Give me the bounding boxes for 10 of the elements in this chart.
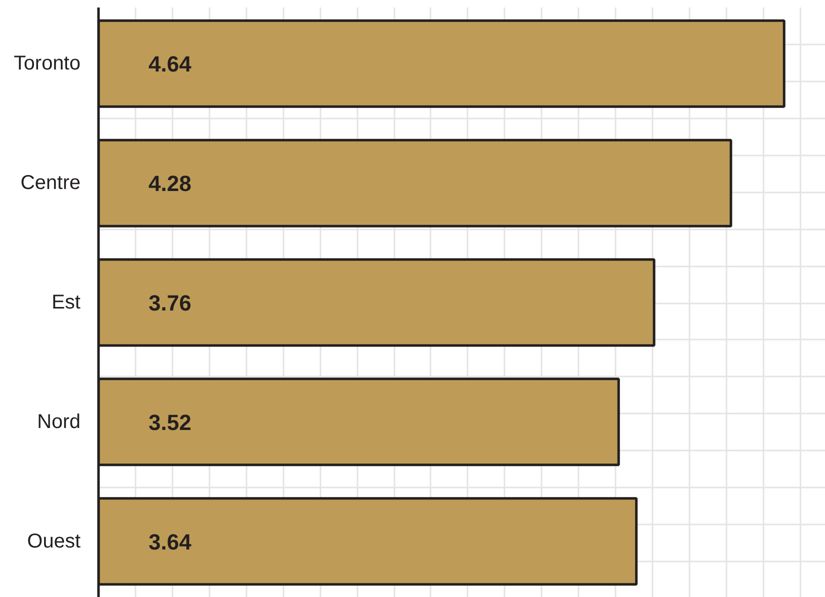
y-tick-label: Nord — [37, 410, 81, 433]
data-label: 3.52 — [148, 410, 192, 435]
data-label: 4.64 — [148, 52, 192, 77]
data-label: 4.28 — [148, 171, 192, 196]
y-tick-label: Centre — [20, 172, 80, 194]
y-tick-label: Toronto — [14, 52, 81, 75]
y-tick-label: Est — [52, 292, 81, 314]
y-tick-label: Ouest — [27, 530, 81, 552]
data-label: 3.76 — [148, 290, 192, 316]
data-label: 3.64 — [148, 529, 192, 554]
